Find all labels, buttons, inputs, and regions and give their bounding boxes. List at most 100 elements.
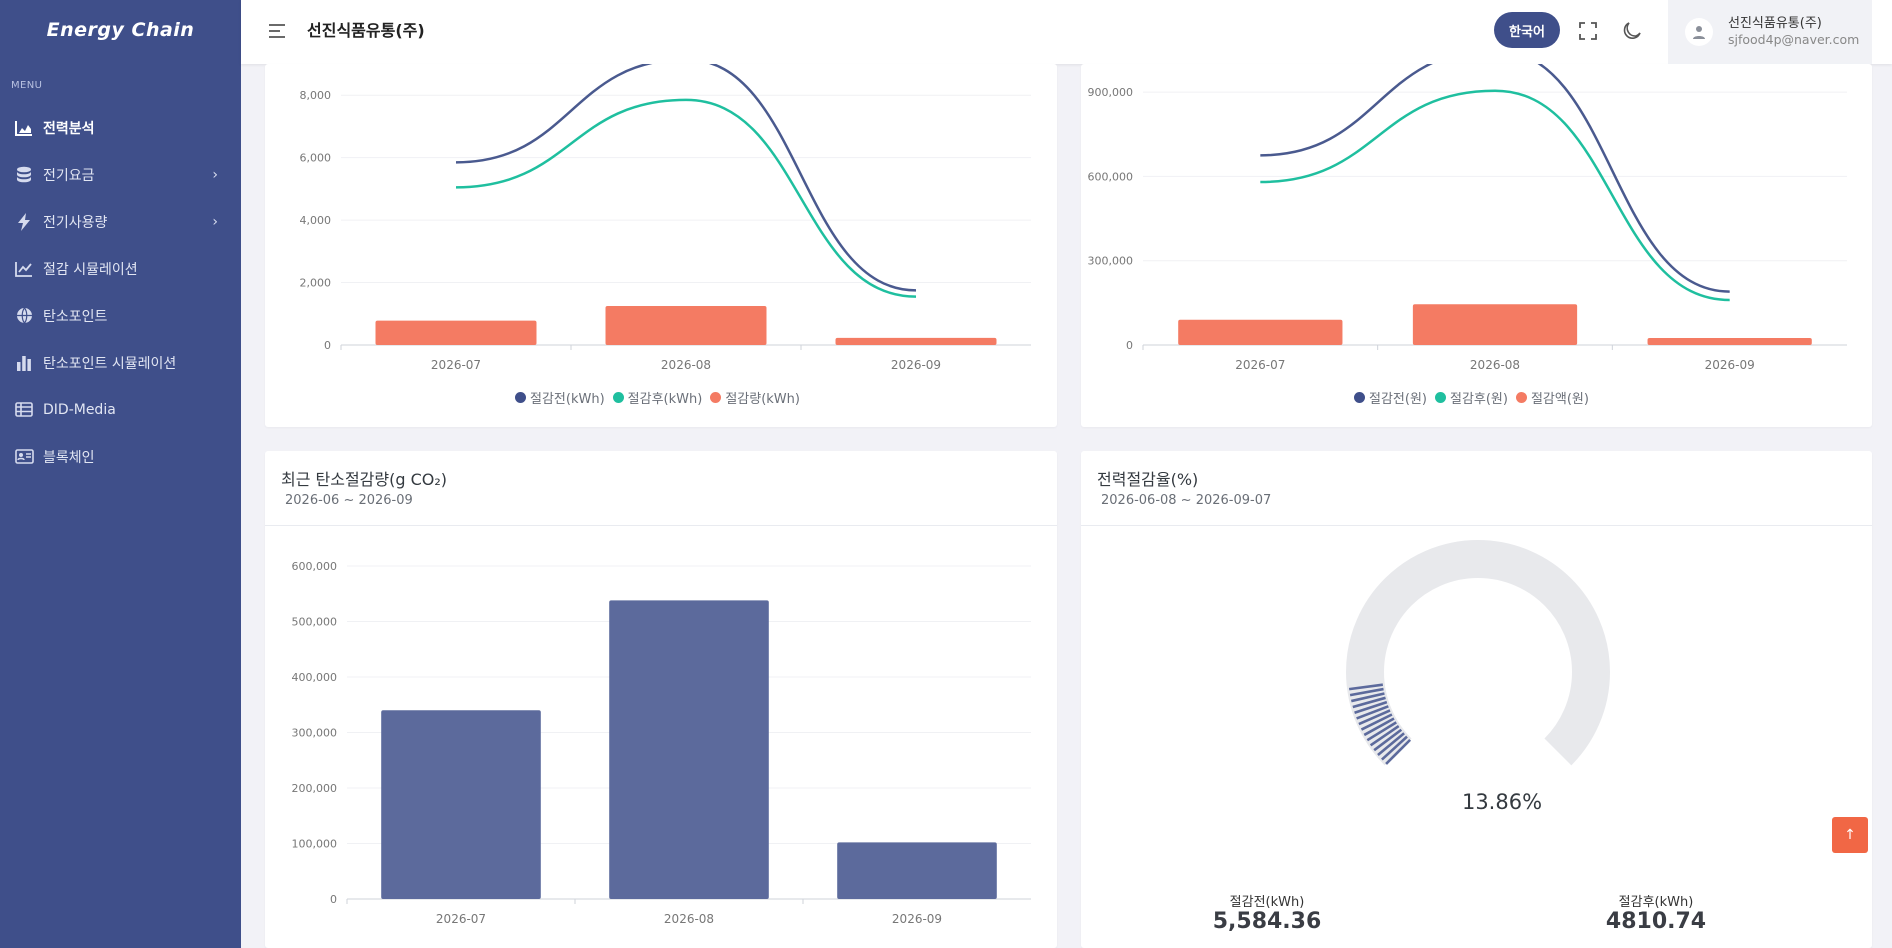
y-tick-label: 0 bbox=[324, 339, 331, 352]
bar bbox=[835, 337, 997, 345]
topbar: 선진식품유통(주) 한국어 선진식품유통(주) sjfood4p@naver.c… bbox=[241, 0, 1892, 64]
carbon-chart-card: 최근 탄소절감량(g CO₂) 2026-06 ~ 2026-09 0 100,0… bbox=[265, 451, 1057, 948]
gauge-fill-tick bbox=[1369, 725, 1400, 747]
y-tick-label: 0 bbox=[330, 893, 337, 906]
legend-item[interactable]: 절감액(원) bbox=[1515, 388, 1589, 407]
card-header: 최근 탄소절감량(g CO₂) 2026-06 ~ 2026-09 bbox=[265, 451, 1057, 526]
x-tick-label: 2026-08 bbox=[664, 912, 714, 926]
gauge-fill-tick bbox=[1352, 696, 1386, 709]
fullscreen-icon[interactable] bbox=[1577, 20, 1599, 42]
sidebar-item-label: 블록체인 bbox=[43, 449, 95, 466]
card-header: 전력절감율(%) 2026-06-08 ~ 2026-09-07 bbox=[1081, 451, 1872, 526]
user-menu[interactable]: 선진식품유통(주) sjfood4p@naver.com bbox=[1668, 0, 1872, 64]
y-tick-label: 0 bbox=[1126, 339, 1133, 352]
series-line bbox=[455, 64, 917, 292]
usage-chart: 0 2,000 4,000 6,000 8,000 2026-07 2026-08 2026-… bbox=[300, 64, 1031, 372]
line-chart-icon bbox=[14, 259, 34, 279]
sidebar-item-label: 탄소포인트 bbox=[43, 308, 108, 325]
y-tick-label: 600,000 bbox=[1088, 170, 1134, 183]
bar bbox=[1647, 337, 1812, 345]
bolt-icon bbox=[14, 212, 34, 232]
cost-legend: 절감전(원) 절감후(원) 절감액(원) bbox=[1354, 388, 1589, 407]
sidebar-item-label: DID-Media bbox=[43, 401, 116, 418]
x-tick-label: 2026-09 bbox=[892, 912, 942, 926]
y-tick-label: 500,000 bbox=[292, 616, 338, 629]
y-tick-label: 100,000 bbox=[292, 838, 338, 851]
avatar bbox=[1685, 18, 1713, 46]
cost-chart: 0 300,000 600,000 900,000 2026-07 2026-08 2026… bbox=[1088, 64, 1847, 372]
sidebar-item-blockchain[interactable]: 블록체인 bbox=[0, 433, 241, 480]
user-email: sjfood4p@naver.com bbox=[1728, 32, 1860, 47]
gauge-fill-tick bbox=[1354, 700, 1388, 714]
chevron-right-icon: › bbox=[212, 167, 218, 183]
x-tick-label: 2026-07 bbox=[1235, 358, 1285, 372]
menu-section-title: MENU bbox=[11, 80, 43, 91]
sidebar-item-electric-bill[interactable]: 전기요금 › bbox=[0, 151, 241, 198]
gauge-fill-tick bbox=[1373, 728, 1403, 752]
legend-item[interactable]: 절감전(kWh) bbox=[515, 388, 605, 407]
sidebar: Energy Chain MENU 전력분석 전기요금 › 전기사용량 › 절감… bbox=[0, 0, 241, 948]
after-value: 4810.74 bbox=[1605, 909, 1707, 934]
gauge-fill-tick bbox=[1385, 738, 1412, 765]
saving-rate-gauge bbox=[1346, 540, 1610, 766]
card-period: 2026-06 ~ 2026-09 bbox=[285, 493, 413, 508]
gauge-fill-tick bbox=[1360, 713, 1393, 731]
y-tick-label: 300,000 bbox=[1088, 255, 1134, 268]
sidebar-item-electric-usage[interactable]: 전기사용량 › bbox=[0, 198, 241, 245]
cost-chart-card: 0 300,000 600,000 900,000 2026-07 2026-08 2026… bbox=[1081, 64, 1872, 427]
x-tick-label: 2026-09 bbox=[891, 358, 941, 372]
gauge-fill-tick bbox=[1348, 683, 1384, 691]
moon-icon[interactable] bbox=[1621, 19, 1643, 41]
gauge-track bbox=[1346, 540, 1610, 766]
sidebar-item-carbon-simulation[interactable]: 탄소포인트 시뮬레이션 bbox=[0, 339, 241, 386]
bar bbox=[605, 305, 767, 345]
sidebar-item-power-analysis[interactable]: 전력분석 bbox=[0, 104, 241, 151]
y-tick-label: 300,000 bbox=[292, 727, 338, 740]
sidebar-item-label: 전력분석 bbox=[43, 120, 95, 137]
sidebar-item-carbon-point[interactable]: 탄소포인트 bbox=[0, 292, 241, 339]
legend-item[interactable]: 절감후(kWh) bbox=[612, 388, 702, 407]
gauge-percent: 13.86% bbox=[1461, 790, 1543, 814]
x-tick-label: 2026-07 bbox=[431, 358, 481, 372]
legend-item[interactable]: 절감전(원) bbox=[1354, 388, 1427, 407]
sidebar-item-label: 전기요금 bbox=[43, 167, 95, 184]
usage-chart-card: 0 2,000 4,000 6,000 8,000 2026-07 2026-08 2026-… bbox=[265, 64, 1057, 427]
sidebar-item-saving-simulation[interactable]: 절감 시뮬레이션 bbox=[0, 245, 241, 292]
x-tick-label: 2026-07 bbox=[436, 912, 486, 926]
id-card-icon bbox=[14, 447, 34, 467]
series-line bbox=[1260, 64, 1730, 293]
bar bbox=[837, 842, 997, 899]
database-icon bbox=[14, 165, 34, 185]
y-tick-label: 4,000 bbox=[300, 214, 332, 227]
series-line bbox=[1260, 89, 1730, 302]
gauge-fill-tick bbox=[1356, 705, 1389, 720]
legend-item[interactable]: 절감량(kWh) bbox=[710, 388, 800, 407]
gauge-fill-tick bbox=[1377, 732, 1405, 756]
table-icon bbox=[14, 400, 34, 420]
sidebar-item-did-media[interactable]: DID-Media bbox=[0, 386, 241, 433]
gauge-fill-tick bbox=[1349, 687, 1384, 697]
menu-toggle-icon[interactable] bbox=[267, 20, 289, 42]
bar bbox=[1412, 304, 1578, 345]
y-tick-label: 8,000 bbox=[300, 89, 332, 102]
arrow-up-icon: ↑ bbox=[1844, 827, 1856, 843]
scroll-to-top-button[interactable]: ↑ bbox=[1832, 817, 1868, 853]
sidebar-item-label: 탄소포인트 시뮬레이션 bbox=[43, 355, 177, 372]
chevron-right-icon: › bbox=[212, 214, 218, 230]
bar bbox=[381, 710, 541, 899]
y-tick-label: 600,000 bbox=[292, 560, 338, 573]
app-logo[interactable]: Energy Chain bbox=[46, 19, 195, 41]
series-line bbox=[455, 98, 917, 298]
gauge-fill-tick bbox=[1381, 735, 1408, 761]
page-title: 선진식품유통(주) bbox=[307, 21, 425, 40]
gauge-fill-tick bbox=[1363, 717, 1395, 737]
before-value: 5,584.36 bbox=[1212, 909, 1322, 934]
gauge-fill-tick bbox=[1358, 709, 1391, 726]
gauge-fill-tick bbox=[1366, 721, 1397, 742]
bar-chart-icon bbox=[14, 353, 34, 373]
sidebar-item-label: 전기사용량 bbox=[43, 214, 108, 231]
globe-icon bbox=[14, 306, 34, 326]
legend-item[interactable]: 절감후(원) bbox=[1434, 388, 1508, 407]
language-button[interactable]: 한국어 bbox=[1494, 12, 1560, 48]
card-title: 최근 탄소절감량(g CO₂) bbox=[281, 470, 448, 489]
